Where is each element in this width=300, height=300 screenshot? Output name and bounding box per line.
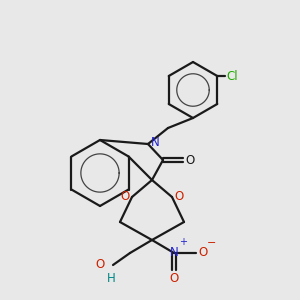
Text: O: O <box>174 190 184 202</box>
Text: O: O <box>96 259 105 272</box>
Text: −: − <box>207 238 216 248</box>
Text: O: O <box>120 190 130 202</box>
Text: O: O <box>185 154 194 166</box>
Text: N: N <box>151 136 160 149</box>
Text: +: + <box>179 237 187 247</box>
Text: O: O <box>169 272 178 285</box>
Text: Cl: Cl <box>226 70 238 83</box>
Text: N: N <box>169 245 178 259</box>
Text: H: H <box>106 272 116 285</box>
Text: O: O <box>198 247 207 260</box>
